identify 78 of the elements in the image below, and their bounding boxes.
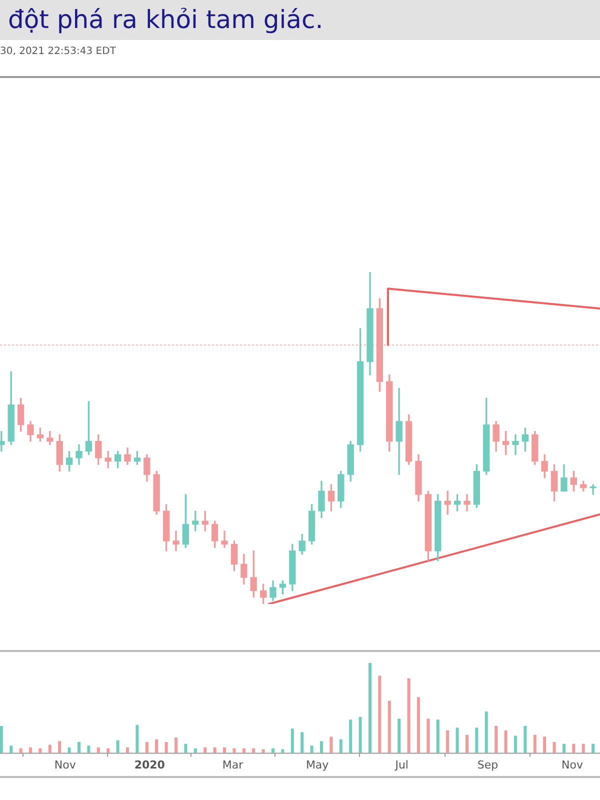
bar (281, 749, 284, 753)
bar (349, 720, 352, 753)
bar (106, 748, 110, 753)
bar (136, 724, 139, 753)
bar (58, 741, 62, 753)
bar (155, 739, 158, 753)
bar (204, 747, 207, 753)
bar (184, 744, 188, 753)
bar (271, 748, 274, 753)
bar (330, 736, 333, 753)
bar (582, 744, 585, 753)
x-tick-label: Jul (394, 758, 408, 772)
bar (388, 700, 391, 753)
bar (222, 747, 226, 753)
x-tick-label: Sep (477, 758, 498, 772)
bar (407, 678, 410, 753)
bar (290, 728, 294, 753)
bar (378, 676, 382, 753)
bar (242, 748, 246, 753)
bar (10, 746, 13, 753)
bar (398, 718, 401, 753)
bar (456, 728, 459, 753)
bar (232, 748, 236, 753)
bar (552, 742, 556, 753)
bar (504, 730, 508, 753)
bar (426, 718, 430, 753)
bar (19, 748, 22, 753)
bar (116, 740, 120, 753)
bar (368, 663, 372, 753)
bar (358, 716, 362, 753)
x-tick-label: 2020 (134, 758, 166, 772)
chart-subtitle: 30, 2021 22:53:43 EDT (0, 45, 117, 59)
candlestick (444, 490, 451, 515)
bar (524, 726, 527, 753)
candlestick (512, 434, 519, 455)
bar (194, 748, 197, 753)
bar (28, 747, 32, 753)
bar (416, 697, 420, 753)
bar (0, 726, 3, 753)
bar (96, 747, 100, 753)
bar (300, 732, 304, 753)
bar (68, 747, 71, 753)
bar (252, 748, 256, 753)
bar (213, 747, 216, 753)
x-tick-label: Nov (562, 758, 584, 772)
bar (48, 744, 52, 753)
x-tick-label: Nov (54, 758, 76, 772)
bar (38, 748, 42, 753)
x-tick-label: May (306, 758, 330, 772)
x-tick-label: Mar (222, 758, 244, 772)
bar (446, 730, 450, 753)
bar (164, 742, 168, 753)
bar (533, 734, 536, 753)
candlestick (221, 530, 228, 548)
candlestick (172, 530, 180, 552)
bar (174, 738, 178, 753)
bar (543, 736, 546, 753)
bar (87, 746, 90, 753)
bar (262, 749, 265, 753)
bar (436, 720, 440, 753)
bar (562, 744, 566, 753)
bar (514, 736, 517, 753)
candlestick (464, 494, 470, 512)
bar (320, 741, 323, 753)
bar (77, 742, 80, 753)
bar (145, 742, 148, 753)
bar (475, 728, 478, 753)
bar (310, 746, 314, 753)
bar (572, 744, 576, 753)
bar (592, 744, 595, 753)
chart-title: đột phá ra khỏi tam giác. (0, 0, 600, 40)
candlestick (396, 388, 402, 475)
bar (465, 734, 468, 753)
candlestick (590, 484, 596, 495)
bar (494, 726, 498, 753)
bar (484, 711, 488, 753)
bar (126, 747, 129, 753)
bar (339, 739, 342, 753)
